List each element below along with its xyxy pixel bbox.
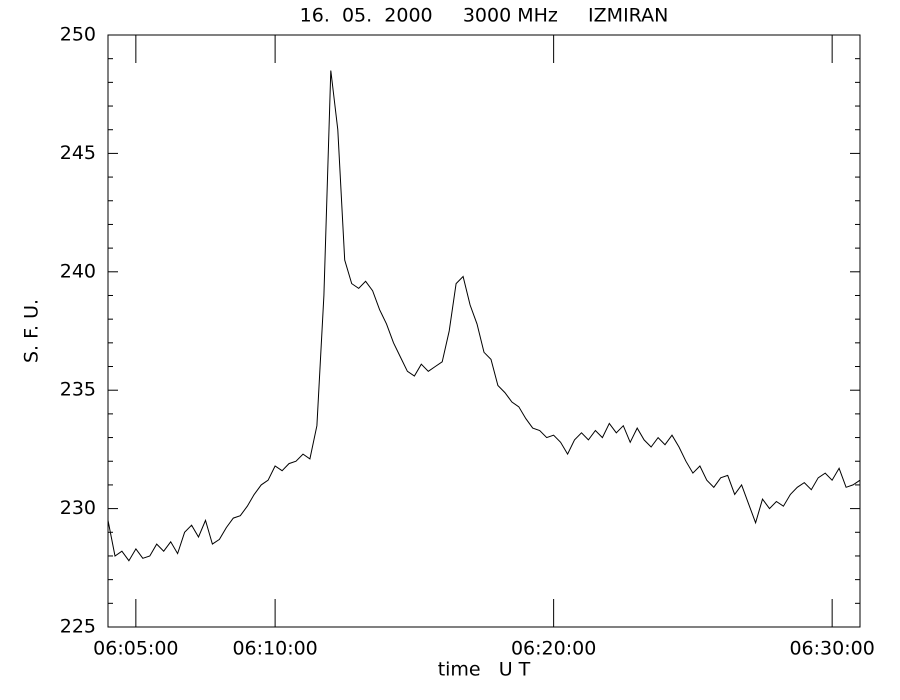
y-axis-label: S. F. U. bbox=[21, 299, 43, 363]
y-tick-label: 225 bbox=[60, 616, 96, 638]
y-tick-label: 240 bbox=[60, 260, 96, 282]
x-tick-label: 06:30:00 bbox=[789, 638, 874, 660]
plot-frame bbox=[107, 34, 861, 628]
y-tick-label: 230 bbox=[60, 497, 96, 519]
x-tick-label: 06:10:00 bbox=[232, 638, 317, 660]
x-tick-label: 06:20:00 bbox=[511, 638, 596, 660]
y-tick-label: 250 bbox=[60, 24, 96, 46]
chart-title: 16. 05. 2000 3000 MHz IZMIRAN bbox=[300, 5, 669, 27]
y-tick-label: 235 bbox=[60, 379, 96, 401]
x-tick-label: 06:05:00 bbox=[93, 638, 178, 660]
x-axis-label: time U T bbox=[438, 659, 531, 681]
y-tick-label: 245 bbox=[60, 142, 96, 164]
data-line bbox=[107, 70, 861, 562]
